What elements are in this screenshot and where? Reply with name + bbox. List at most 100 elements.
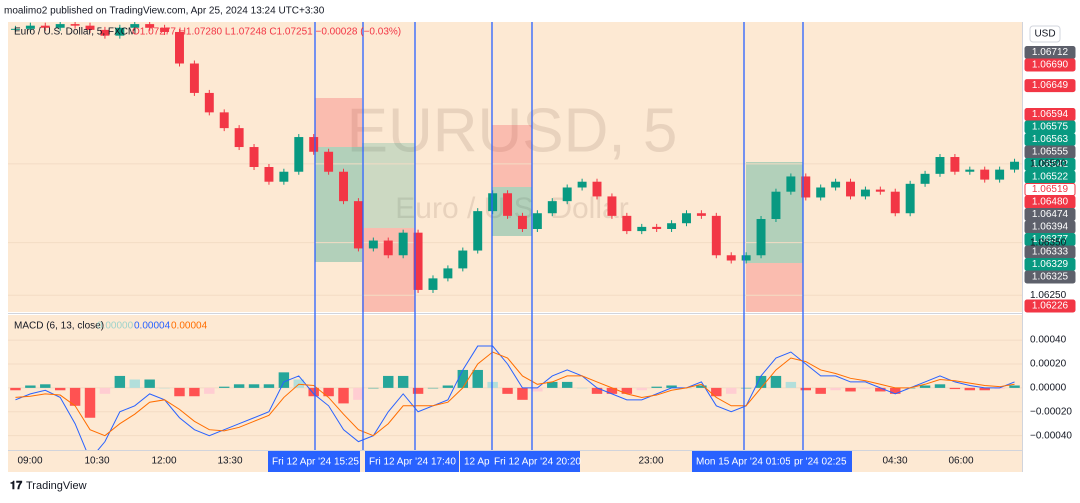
price-tag-label: 1.06649 — [1032, 80, 1069, 91]
candle-body — [965, 169, 975, 172]
price-tag-label: 1.06690 — [1032, 60, 1069, 71]
time-marker — [692, 451, 790, 472]
candle-body — [592, 181, 602, 197]
vertical-lines — [314, 22, 804, 450]
candle-body — [682, 213, 691, 224]
histogram-bar — [696, 385, 707, 388]
candle-body — [100, 29, 110, 36]
time-marker — [490, 451, 580, 472]
candle-body — [25, 25, 35, 29]
candle-body — [532, 213, 542, 229]
histogram-bar — [159, 387, 170, 389]
histogram-bar — [830, 387, 841, 391]
histogram-bar — [860, 387, 871, 390]
candle-body — [145, 24, 155, 28]
candle-body — [577, 181, 587, 188]
histogram-bar — [726, 387, 737, 394]
price-tag-label: 1.06226 — [1032, 301, 1069, 312]
currency-button[interactable] — [1029, 25, 1061, 43]
candle-body — [175, 31, 184, 64]
histogram-bar — [770, 375, 782, 388]
histogram-bar — [383, 375, 394, 388]
histogram-bar — [666, 385, 677, 388]
candle-body — [189, 63, 199, 93]
histogram-bar — [532, 387, 543, 392]
histogram-bar — [845, 387, 856, 392]
candle-body — [85, 25, 95, 30]
histogram-bar — [353, 387, 364, 400]
candle-body — [234, 128, 244, 148]
time-marker-label: Fri 12 Apr '24 20:20 — [494, 457, 581, 468]
x-tick-label: 06:00 — [948, 456, 973, 467]
currency[interactable]: USD — [1034, 29, 1055, 40]
candle-body — [160, 27, 170, 32]
y-tick-label: 0.00040 — [1030, 335, 1067, 346]
legend-value: 0.00004 — [134, 321, 171, 332]
x-tick-label: 10:30 — [84, 456, 109, 467]
candle-body — [115, 27, 125, 36]
histogram-bar — [338, 387, 349, 404]
candle-body — [920, 173, 930, 184]
candle-body — [130, 24, 140, 28]
histogram-bar — [890, 387, 901, 394]
logo: 𝟏𝟕 — [10, 480, 23, 492]
x-tick-label: 13:30 — [217, 456, 242, 467]
y-tick-label: 0.00000 — [1030, 383, 1067, 394]
x-tick-label: 04:30 — [882, 456, 907, 467]
candle-body — [831, 181, 841, 188]
candle-body — [860, 189, 870, 197]
candle-body — [816, 187, 826, 198]
histogram-bar — [576, 387, 588, 389]
price-tag-label: 1.06519 — [1032, 184, 1069, 195]
histogram-bar — [442, 385, 454, 388]
short-stop-zone — [315, 98, 362, 147]
histogram-bar — [636, 387, 647, 391]
candle-body — [741, 255, 751, 261]
histogram-bar — [561, 381, 573, 388]
candle-body — [294, 137, 304, 172]
candle-body — [980, 169, 990, 180]
histogram-bar — [174, 387, 185, 397]
position-tools — [315, 98, 803, 312]
candle-body — [368, 240, 378, 249]
histogram-bar — [800, 387, 811, 391]
long-stop-zone — [746, 263, 803, 312]
candle-body — [443, 268, 453, 279]
price-tag-label: 1.06480 — [1032, 197, 1069, 208]
candle-body — [398, 232, 408, 256]
histogram-bar — [40, 384, 51, 388]
time-marker-label: Mon 15 Apr '24 01:05 — [696, 457, 791, 468]
histogram-bar — [10, 387, 21, 391]
candle-body — [517, 215, 527, 229]
histogram-bar — [129, 379, 140, 388]
histogram-bar — [114, 375, 126, 388]
histogram-bar — [99, 387, 111, 394]
histogram-bar — [994, 387, 1005, 390]
y-tick-label: 1.06350 — [1030, 237, 1067, 248]
candle-body — [711, 215, 721, 256]
candle-body — [249, 147, 259, 167]
time-marker-label: Fri 12 Apr '24 15:25 — [272, 457, 359, 468]
histogram-bar — [621, 387, 633, 394]
price-tag-label: 1.06329 — [1032, 259, 1069, 270]
candle-body — [995, 169, 1005, 180]
candle-body — [309, 137, 319, 152]
histogram-bar — [740, 387, 752, 389]
price-tag-label: 1.06575 — [1032, 122, 1069, 133]
histogram-bar — [785, 381, 797, 388]
histogram-bar — [875, 387, 886, 392]
price-tag-label: 1.06474 — [1032, 209, 1069, 220]
short-stop-zone — [492, 125, 532, 187]
candle-body — [607, 196, 617, 216]
histogram-bar — [755, 375, 767, 388]
candle-body — [339, 171, 348, 202]
histogram-bar — [219, 386, 230, 388]
candle-body — [413, 232, 423, 290]
candle-body — [905, 183, 915, 214]
long-target-zone — [362, 143, 415, 228]
histogram-bar — [25, 385, 36, 388]
candle-body — [846, 181, 855, 197]
histogram-bar — [323, 387, 334, 397]
histogram-bar — [144, 379, 155, 388]
